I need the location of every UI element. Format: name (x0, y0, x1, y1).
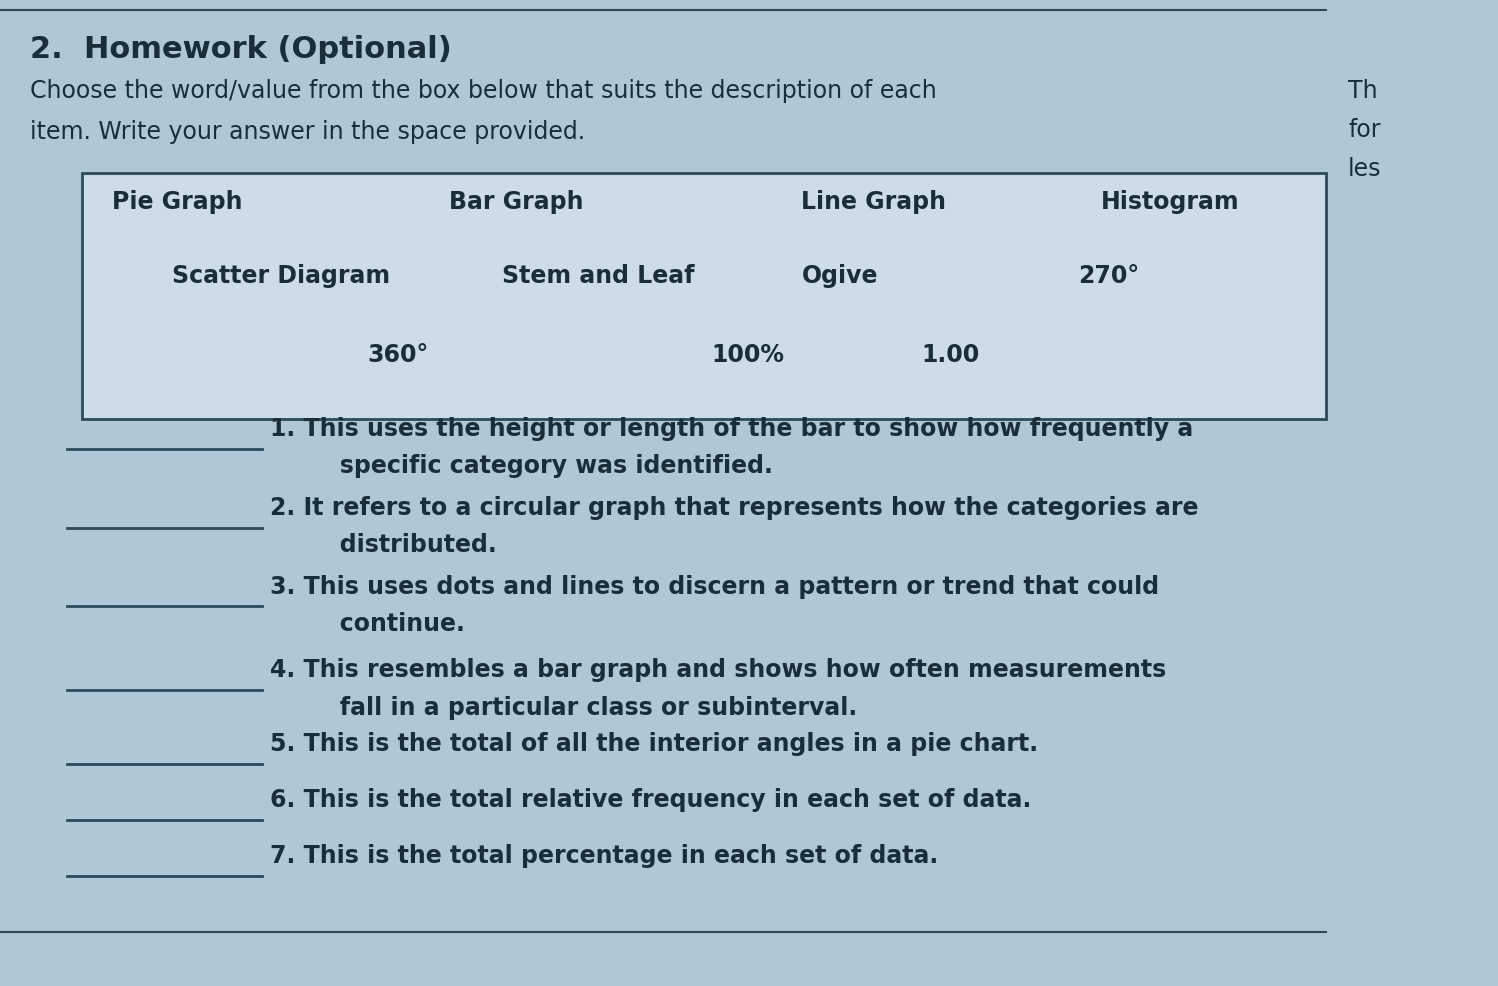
Text: continue.: continue. (315, 612, 464, 636)
Text: Stem and Leaf: Stem and Leaf (502, 264, 695, 288)
Text: 270°: 270° (1079, 264, 1140, 288)
Text: Bar Graph: Bar Graph (449, 190, 584, 214)
Text: 7. This is the total percentage in each set of data.: 7. This is the total percentage in each … (270, 844, 938, 868)
Text: 1.00: 1.00 (921, 343, 980, 367)
Text: Th
for
les: Th for les (1348, 79, 1381, 181)
Text: fall in a particular class or subinterval.: fall in a particular class or subinterva… (315, 696, 857, 720)
Text: 2. It refers to a circular graph that represents how the categories are: 2. It refers to a circular graph that re… (270, 496, 1198, 520)
Text: 2.  Homework (Optional): 2. Homework (Optional) (30, 35, 452, 63)
Text: Pie Graph: Pie Graph (112, 190, 243, 214)
FancyBboxPatch shape (82, 173, 1326, 419)
Text: 4. This resembles a bar graph and shows how often measurements: 4. This resembles a bar graph and shows … (270, 659, 1165, 682)
Text: Line Graph: Line Graph (801, 190, 947, 214)
Text: Scatter Diagram: Scatter Diagram (172, 264, 391, 288)
Text: 3. This uses dots and lines to discern a pattern or trend that could: 3. This uses dots and lines to discern a… (270, 575, 1159, 599)
Text: 360°: 360° (367, 343, 428, 367)
Text: specific category was identified.: specific category was identified. (315, 455, 773, 478)
Text: 6. This is the total relative frequency in each set of data.: 6. This is the total relative frequency … (270, 789, 1031, 812)
Text: 100%: 100% (712, 343, 785, 367)
Text: Choose the word/value from the box below that suits the description of each: Choose the word/value from the box below… (30, 79, 936, 103)
Text: 1. This uses the height or length of the bar to show how frequently a: 1. This uses the height or length of the… (270, 417, 1192, 441)
Text: item. Write your answer in the space provided.: item. Write your answer in the space pro… (30, 120, 586, 144)
Text: 5. This is the total of all the interior angles in a pie chart.: 5. This is the total of all the interior… (270, 733, 1038, 756)
Text: Ogive: Ogive (801, 264, 878, 288)
Text: distributed.: distributed. (315, 533, 496, 557)
Text: Histogram: Histogram (1101, 190, 1240, 214)
